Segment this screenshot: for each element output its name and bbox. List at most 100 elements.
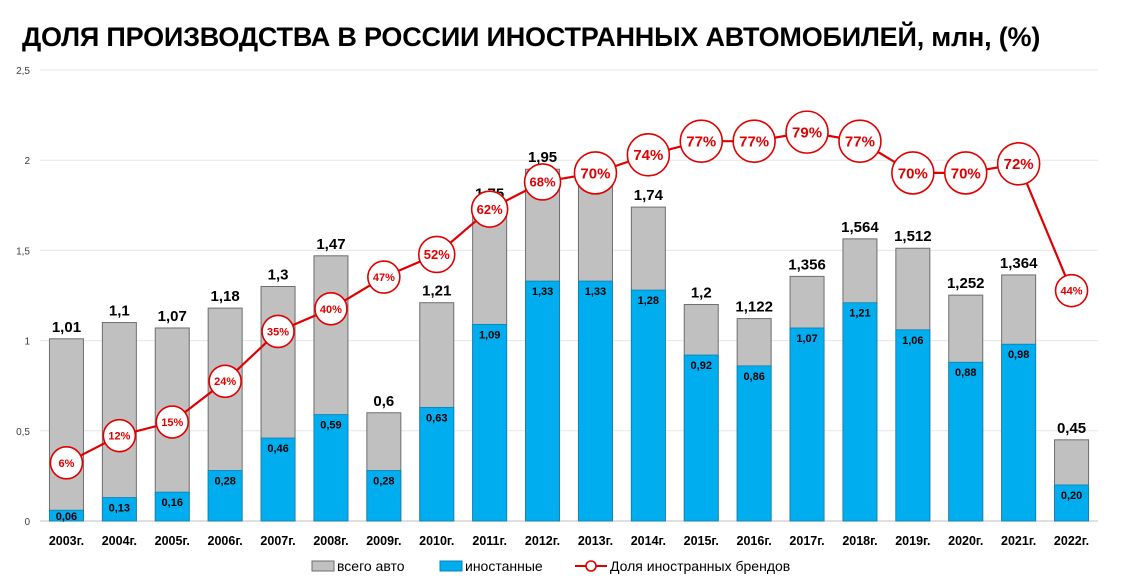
share-point-marker — [838, 119, 882, 163]
total-value-label: 0,45 — [1057, 420, 1086, 437]
x-tick-label: 2007г. — [260, 534, 295, 548]
foreign-value-label: 0,20 — [1061, 490, 1082, 502]
share-value-label: 72% — [1004, 156, 1034, 173]
total-value-label: 1,95 — [528, 149, 557, 166]
share-point-marker — [1054, 273, 1089, 308]
bar-foreign — [736, 365, 772, 522]
y-tick-label: 2,5 — [16, 66, 30, 77]
total-value-label: 1,74 — [634, 187, 664, 204]
share-point-marker — [626, 132, 671, 177]
share-value-label: 24% — [214, 376, 236, 388]
share-point-marker — [367, 260, 401, 294]
share-value-label: 74% — [633, 147, 663, 164]
share-point-marker — [417, 235, 456, 274]
share-point-marker — [891, 151, 935, 195]
foreign-value-label: 0,88 — [955, 367, 976, 379]
bar-foreign — [842, 302, 878, 522]
foreign-value-label: 0,16 — [162, 497, 183, 509]
bar-foreign — [948, 361, 984, 522]
share-point-marker — [155, 405, 190, 439]
x-tick-label: 2003г. — [49, 534, 84, 548]
x-tick-label: 2012г. — [525, 534, 560, 548]
share-value-label: 35% — [267, 326, 289, 338]
x-tick-label: 2011г. — [472, 534, 507, 548]
total-value-label: 1,18 — [211, 288, 240, 305]
share-value-label: 70% — [580, 165, 610, 182]
x-tick-label: 2018г. — [842, 534, 877, 548]
total-value-label: 1,512 — [894, 228, 932, 245]
foreign-value-label: 0,46 — [267, 443, 288, 455]
foreign-value-label: 1,09 — [479, 329, 500, 341]
y-tick-label: 0 — [24, 517, 30, 528]
share-point-marker — [785, 110, 829, 154]
legend: всего авто иностанные Доля иностранных бре… — [311, 558, 790, 574]
share-value-label: 77% — [739, 134, 769, 151]
foreign-value-label: 1,21 — [849, 308, 870, 320]
x-tick-label: 2017г. — [789, 534, 824, 548]
share-value-label: 47% — [373, 272, 395, 284]
share-value-label: 62% — [477, 202, 503, 217]
bar-foreign — [578, 280, 613, 522]
legend-label-share: Доля иностранных брендов — [610, 558, 790, 574]
gridlines — [40, 69, 1098, 522]
foreign-value-label: 1,06 — [902, 335, 923, 347]
foreign-value-label: 0,92 — [691, 360, 712, 372]
x-tick-label: 2019г. — [895, 534, 930, 548]
share-point-marker — [49, 446, 84, 480]
x-tick-label: 2010г. — [419, 534, 454, 548]
x-tick-label: 2013г. — [578, 534, 613, 548]
total-value-label: 1,2 — [691, 285, 712, 302]
share-value-label: 12% — [108, 431, 130, 443]
total-value-label: 1,356 — [788, 256, 826, 273]
total-value-label: 1,21 — [422, 283, 451, 300]
bar-foreign — [366, 470, 402, 522]
total-value-label: 1,1 — [109, 303, 130, 320]
foreign-value-label: 1,28 — [638, 295, 659, 307]
bar-foreign — [260, 437, 296, 522]
share-value-label: 70% — [898, 165, 928, 182]
legend-marker-share — [585, 560, 597, 572]
bar-foreign — [895, 329, 931, 522]
bar-total — [48, 338, 84, 522]
y-tick-label: 2 — [24, 156, 30, 167]
total-value-label: 1,07 — [158, 308, 187, 325]
total-value-label: 1,122 — [735, 299, 773, 316]
bar-foreign — [207, 470, 243, 522]
legend-label-total: всего авто — [337, 558, 405, 574]
share-value-label: 40% — [320, 304, 342, 316]
total-value-label: 1,47 — [316, 236, 345, 253]
x-tick-label: 2005г. — [155, 534, 190, 548]
share-point-marker — [732, 119, 776, 163]
total-value-label: 1,3 — [268, 266, 289, 283]
bar-foreign — [313, 414, 349, 522]
share-value-label: 68% — [530, 175, 556, 190]
share-value-label: 44% — [1061, 286, 1083, 298]
x-tick-label: 2016г. — [737, 534, 772, 548]
share-point-marker — [679, 119, 724, 163]
bar-foreign — [154, 491, 190, 522]
share-point-marker — [470, 190, 509, 228]
legend-swatch-foreign — [439, 560, 463, 572]
x-axis: 2003г. 2004г. 2005г. 2006г. 2007г. 2008г. 2009… — [49, 534, 1089, 548]
bar-foreign — [683, 354, 719, 522]
x-tick-label: 2021г. — [1001, 534, 1036, 548]
share-line: 6% 12% 15% 24% 35% 40% 47% 52% 62% 68% 70% 74% 77% 77… — [49, 110, 1089, 480]
bar-foreign — [472, 323, 508, 522]
bar-foreign — [101, 497, 137, 522]
share-value-label: 52% — [424, 247, 450, 262]
y-axis: 0 0,5 1 1,5 2 2,5 — [16, 66, 30, 528]
foreign-value-label: 1,33 — [585, 286, 606, 298]
x-tick-label: 2020г. — [948, 534, 983, 548]
share-point-marker — [573, 151, 618, 195]
foreign-value-label: 0,59 — [320, 420, 341, 432]
bar-foreign — [419, 406, 455, 522]
y-tick-label: 0,5 — [16, 427, 30, 438]
share-value-label: 77% — [686, 134, 716, 151]
share-point-marker — [208, 364, 242, 399]
x-tick-label: 2004г. — [102, 534, 137, 548]
share-value-label: 70% — [951, 165, 981, 182]
total-value-label: 1,564 — [841, 219, 879, 236]
foreign-value-label: 0,28 — [373, 475, 394, 487]
